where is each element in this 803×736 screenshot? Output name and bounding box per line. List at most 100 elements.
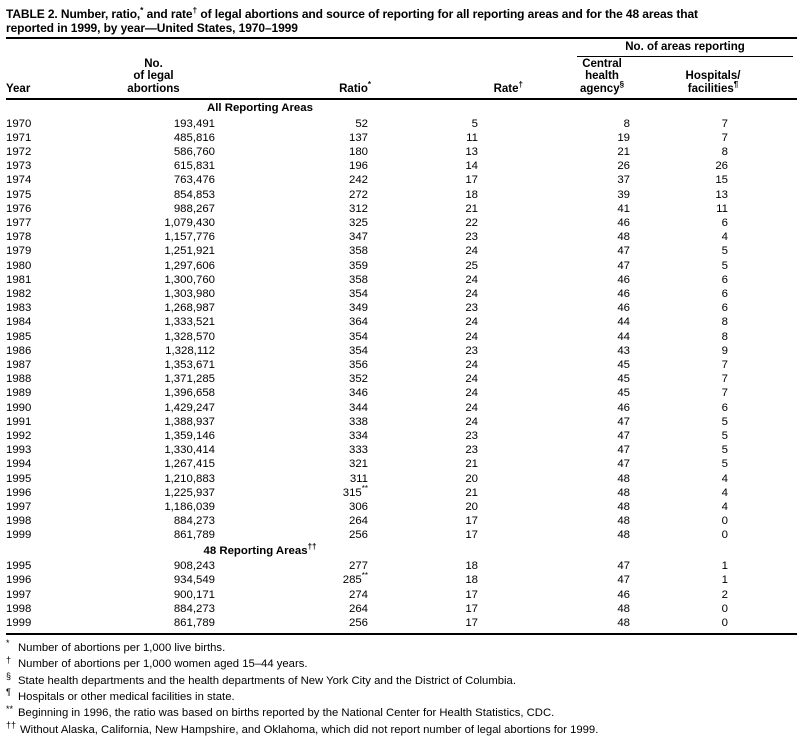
cell-central-health-agency: 43 [617, 344, 630, 357]
table-row: 1972 586,760 180 13 21 8 [6, 145, 797, 159]
column-header-central-line3: agency§ [523, 80, 681, 96]
cell-abortions: 1,186,039 [164, 500, 215, 513]
cell-hospitals-facilities: 0 [721, 602, 728, 615]
cell-rate: 24 [465, 316, 478, 329]
cell-year: 1996 [6, 486, 32, 499]
cell-ratio: 196 [215, 159, 368, 173]
cell-rate: 11 [466, 131, 478, 144]
cell-hospitals-facilities: 5 [721, 444, 728, 457]
column-header-ratio-footnote-marker: * [367, 79, 371, 89]
table-row: 1985 1,328,570 354 24 44 8 [6, 330, 797, 344]
cell-rate: 21 [465, 486, 478, 499]
cell-ratio: 311 [215, 472, 368, 486]
cell-rate: 24 [465, 287, 478, 300]
table-row: 1990 1,429,247 344 24 46 6 [6, 401, 797, 415]
cell-rate: 24 [465, 358, 478, 371]
cell-year: 1993 [6, 444, 32, 457]
cell-central-health-agency: 41 [617, 202, 630, 215]
footnote-text: Hospitals or other medical facilities in… [18, 691, 235, 703]
cell-ratio-value: 349 [348, 302, 368, 315]
column-header-rate-label: Rate [493, 82, 519, 95]
column-header-abortions: No. of legal abortions [61, 58, 246, 96]
cell-year: 1975 [6, 188, 32, 201]
cell-rate: 17 [465, 174, 478, 187]
cell-year: 1974 [6, 174, 32, 187]
cell-central-health-agency: 47 [617, 429, 630, 442]
footnote-text: Beginning in 1996, the ratio was based o… [18, 707, 555, 720]
cell-abortions: 1,328,112 [165, 344, 215, 357]
cell-ratio-value: 354 [348, 287, 368, 300]
cell-central-health-agency: 46 [617, 216, 630, 229]
cell-hospitals-facilities: 26 [715, 160, 728, 173]
footnote: § State health departments and the health… [6, 670, 516, 687]
cell-abortions: 1,359,146 [164, 429, 215, 442]
column-header-year: Year [6, 82, 31, 95]
cell-ratio-value: 333 [348, 444, 368, 457]
cell-ratio: 312 [215, 202, 368, 216]
cell-rate: 24 [465, 245, 478, 258]
cell-ratio: 256 [215, 616, 368, 630]
cell-ratio: 274 [215, 588, 368, 602]
cell-central-health-agency: 46 [617, 287, 630, 300]
cell-hospitals-facilities: 5 [721, 245, 728, 258]
cell-rate: 24 [465, 273, 478, 286]
cell-ratio-value: 277 [348, 560, 368, 573]
cell-ratio-value: 321 [348, 458, 368, 471]
cell-hospitals-facilities: 1 [721, 574, 728, 587]
column-header-hospitals-line2: facilities¶ [681, 80, 745, 96]
column-header-rate: Rate† [371, 79, 523, 96]
cell-rate: 13 [465, 145, 478, 158]
cell-year: 1998 [6, 602, 32, 615]
cell-hospitals-facilities: 8 [721, 316, 728, 329]
cell-ratio: 354 [215, 330, 368, 344]
table-row: 1976 988,267 312 21 41 11 [6, 202, 797, 216]
cell-rate: 22 [465, 216, 478, 229]
cell-ratio-value: 264 [348, 602, 368, 615]
cell-ratio: 285** [215, 572, 368, 587]
cell-ratio-value: 196 [348, 160, 368, 173]
table-row: 1991 1,388,937 338 24 47 5 [6, 415, 797, 429]
cell-hospitals-facilities: 4 [721, 486, 728, 499]
table-row: 1988 1,371,285 352 24 45 7 [6, 372, 797, 386]
cell-hospitals-facilities: 6 [721, 287, 728, 300]
cell-abortions: 1,225,937 [164, 486, 215, 499]
cell-rate: 5 [471, 117, 478, 130]
table-row: 1998 884,273 264 17 48 0 [6, 602, 797, 616]
column-group-header-label: No. of areas reporting [625, 41, 745, 53]
cell-ratio: 349 [215, 301, 368, 315]
cell-hospitals-facilities: 6 [721, 401, 728, 414]
cell-rate: 23 [465, 302, 478, 315]
cell-central-health-agency: 48 [617, 500, 630, 513]
cell-central-health-agency: 48 [617, 602, 630, 615]
cell-hospitals-facilities: 6 [721, 273, 728, 286]
cell-year: 1986 [6, 344, 32, 357]
cell-hospitals-facilities: 7 [721, 117, 728, 130]
cell-rate: 24 [465, 401, 478, 414]
table-row: 1978 1,157,776 347 23 48 4 [6, 230, 797, 244]
cell-year: 1990 [6, 401, 32, 414]
cell-ratio: 272 [215, 188, 368, 202]
column-header-rate-footnote-marker: † [518, 79, 523, 89]
cell-central-health-agency: 47 [617, 458, 630, 471]
cell-ratio: 137 [215, 131, 368, 145]
cell-hospitals-facilities: 5 [721, 429, 728, 442]
section-label: 48 Reporting Areas†† [6, 542, 514, 560]
cell-abortions: 1,267,415 [164, 458, 215, 471]
table-header: No. of areas reporting Year No. of legal… [6, 39, 797, 100]
cell-abortions: 1,300,760 [164, 273, 215, 286]
table-row: 1986 1,328,112 354 23 43 9 [6, 344, 797, 358]
cell-abortions: 763,476 [173, 174, 215, 187]
title-text-line2: reported in 1999, by year—United States,… [6, 21, 298, 35]
cell-year: 1989 [6, 387, 32, 400]
cell-hospitals-facilities: 5 [721, 259, 728, 272]
cell-central-health-agency: 37 [617, 174, 630, 187]
cell-central-health-agency: 8 [623, 117, 630, 130]
cell-abortions: 615,831 [173, 160, 215, 173]
cell-abortions: 1,079,430 [164, 216, 215, 229]
cell-ratio-value: 180 [348, 145, 368, 158]
cell-rate: 14 [465, 160, 478, 173]
cell-abortions: 908,243 [173, 560, 215, 573]
cell-central-health-agency: 21 [617, 145, 630, 158]
column-header-hospitals-line1: Hospitals/ [685, 70, 741, 82]
